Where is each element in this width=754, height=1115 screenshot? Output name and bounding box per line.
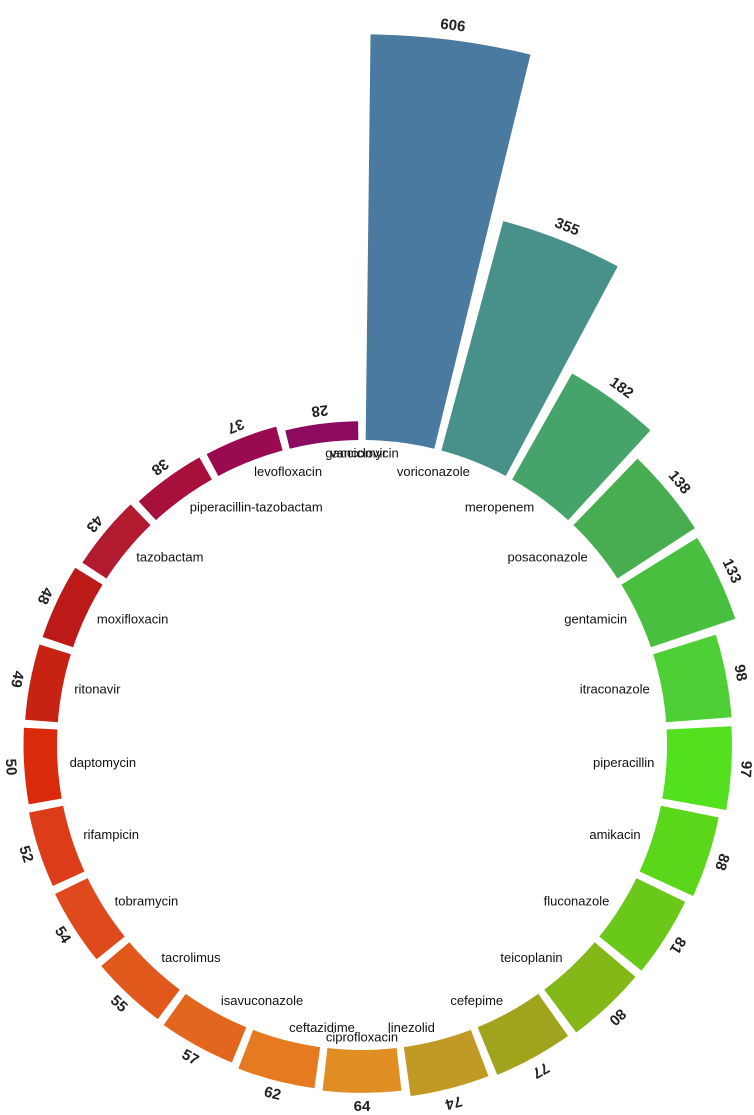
bar (285, 421, 359, 449)
category-label: ganciclovir (325, 446, 387, 461)
category-label: ritonavir (74, 682, 121, 697)
value-label: 74 (443, 1092, 464, 1113)
category-label: amikacin (589, 827, 640, 842)
bar (23, 727, 62, 805)
category-label: tobramycin (115, 893, 179, 908)
bar (621, 537, 736, 648)
category-label: voriconazole (397, 464, 470, 479)
value-label: 37 (225, 415, 247, 437)
bar (662, 726, 732, 810)
bar (55, 878, 125, 960)
bar (25, 644, 71, 723)
bar (365, 34, 531, 449)
category-label: daptomycin (70, 755, 136, 770)
category-label: fluconazole (544, 893, 610, 908)
bar (206, 426, 283, 476)
bar (101, 942, 180, 1020)
value-label: 49 (7, 669, 27, 689)
bar (238, 1029, 321, 1089)
value-label: 80 (605, 1005, 629, 1029)
bar (138, 457, 212, 521)
category-label: tazobactam (136, 550, 203, 565)
category-label: piperacillin-tazobactam (190, 499, 323, 514)
value-label: 77 (529, 1059, 552, 1082)
category-label: piperacillin (593, 755, 654, 770)
value-label: 64 (354, 1098, 371, 1115)
category-label: rifampicin (83, 827, 139, 842)
bar (653, 634, 732, 723)
bar (544, 942, 636, 1033)
bar (42, 567, 103, 648)
category-label: linezolid (388, 1020, 435, 1035)
value-label: 48 (34, 585, 56, 607)
category-label: levofloxacin (254, 464, 322, 479)
bar (573, 458, 695, 579)
category-label: moxifloxacin (97, 612, 169, 627)
bar (82, 504, 151, 579)
bar (639, 805, 719, 896)
category-label: cefepime (450, 993, 503, 1008)
value-label: 43 (83, 512, 107, 536)
category-label: ceftazidime (289, 1020, 355, 1035)
value-label: 97 (737, 760, 754, 778)
category-label: isavuconazole (221, 993, 303, 1008)
value-label: 182 (606, 374, 636, 402)
category-label: vancomycin (330, 446, 399, 461)
bar (441, 221, 618, 476)
bar (477, 993, 569, 1075)
bar (599, 878, 686, 971)
bar (29, 805, 85, 886)
category-label: teicoplanin (500, 950, 562, 965)
value-label: 50 (2, 758, 20, 776)
category-label: ciprofloxacin (326, 1029, 398, 1044)
value-label: 38 (148, 455, 171, 479)
category-label: gentamicin (564, 612, 627, 627)
value-label: 55 (107, 992, 131, 1016)
value-label: 98 (730, 663, 750, 683)
category-label: itraconazole (580, 682, 650, 697)
bar (403, 1029, 489, 1097)
value-label: 606 (439, 16, 466, 36)
category-label: tacrolimus (161, 950, 221, 965)
category-label: posaconazole (508, 550, 588, 565)
value-label: 54 (51, 923, 75, 947)
bar (512, 373, 651, 521)
bar (163, 993, 247, 1063)
bar (322, 1048, 402, 1093)
value-label: 81 (666, 934, 689, 957)
value-label: 355 (552, 214, 582, 239)
value-label: 28 (310, 401, 329, 420)
value-label: 133 (719, 556, 745, 586)
category-label: meropenem (465, 499, 534, 514)
value-label: 88 (711, 851, 732, 872)
value-label: 52 (15, 844, 36, 865)
value-label: 57 (179, 1046, 202, 1069)
value-label: 62 (262, 1083, 282, 1104)
